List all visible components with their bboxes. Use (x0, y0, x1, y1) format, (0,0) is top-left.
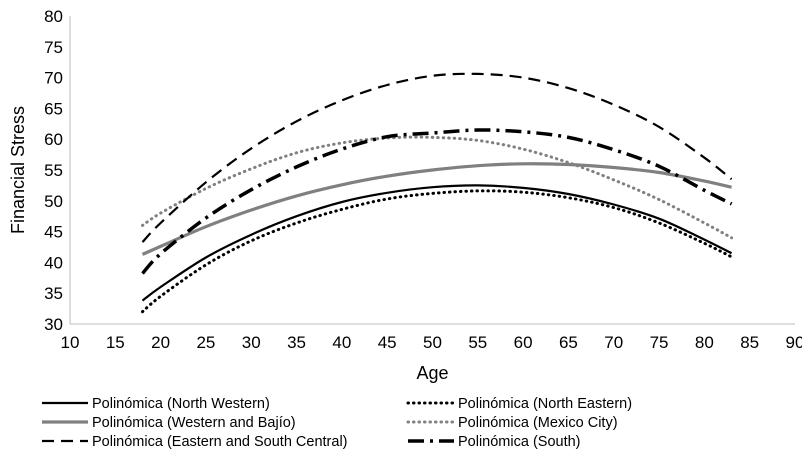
x-tick-labels: 10 15 20 25 30 35 40 45 50 55 60 65 70 75 80 85 90 (61, 333, 802, 352)
y-tick-label: 75 (44, 38, 63, 57)
series-line (141, 162, 732, 256)
x-tick-label: 50 (423, 333, 442, 352)
y-tick-labels: 30 35 40 45 50 55 60 65 70 75 80 (44, 7, 63, 334)
y-tick-label: 60 (44, 130, 63, 149)
y-tick-label: 40 (44, 253, 63, 272)
legend-label: Polinómica (North Eastern) (458, 396, 632, 412)
y-tick-label: 70 (44, 69, 63, 88)
x-tick-label: 10 (61, 333, 80, 352)
y-axis-title: Financial Stress (8, 106, 28, 234)
x-tick-label: 45 (378, 333, 397, 352)
x-tick-label: 65 (559, 333, 578, 352)
y-tick-label: 50 (44, 192, 63, 211)
series-line (141, 189, 734, 314)
x-tick-label: 75 (650, 333, 669, 352)
axes (69, 16, 795, 325)
legend-label: Polinómica (Western and Bajío) (92, 415, 296, 431)
y-tick-label: 35 (44, 284, 63, 303)
legend-label: Polinómica (South) (458, 434, 581, 450)
x-tick-label: 40 (332, 333, 351, 352)
y-tick-label: 45 (44, 223, 63, 242)
x-tick-label: 55 (468, 333, 487, 352)
x-tick-label: 90 (786, 333, 802, 352)
x-tick-label: 25 (196, 333, 215, 352)
x-tick-label: 30 (242, 333, 261, 352)
x-tick-label: 15 (106, 333, 125, 352)
legend-label: Polinómica (Mexico City) (458, 415, 618, 431)
series-line (141, 135, 734, 240)
series-line (141, 128, 733, 275)
y-tick-label: 65 (44, 99, 63, 118)
legend-label: Polinómica (North Western) (92, 396, 270, 412)
legend: Polinómica (North Western) Polinómica (No… (42, 396, 632, 450)
y-tick-label: 30 (44, 315, 63, 334)
x-tick-label: 70 (604, 333, 623, 352)
x-tick-label: 85 (740, 333, 759, 352)
y-tick-label: 55 (44, 161, 63, 180)
x-tick-label: 20 (151, 333, 170, 352)
series-lines (141, 72, 734, 314)
x-tick-label: 60 (514, 333, 533, 352)
y-tick-label: 80 (44, 7, 63, 26)
series-line (141, 72, 733, 243)
legend-label: Polinómica (Eastern and South Central) (92, 434, 348, 450)
series-line (141, 184, 733, 302)
x-axis-title: Age (416, 363, 448, 383)
x-tick-label: 35 (287, 333, 306, 352)
x-tick-label: 80 (695, 333, 714, 352)
